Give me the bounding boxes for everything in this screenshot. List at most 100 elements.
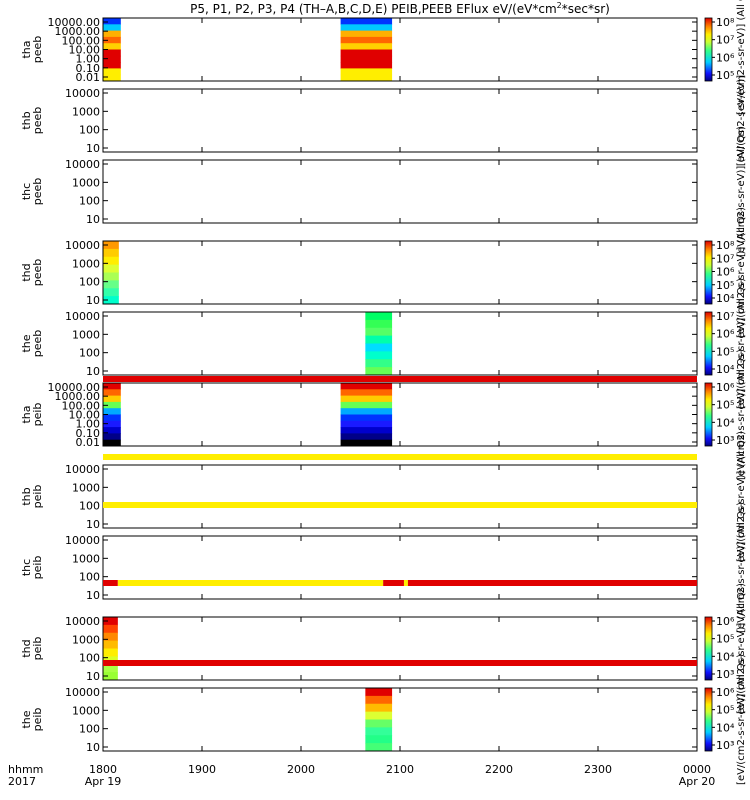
tha-peeb-ylabel-1: tha: [20, 40, 33, 58]
tha-peeb-cbtick-label-3: 10⁵: [716, 69, 734, 82]
thc-peib-frame: [102, 535, 698, 600]
thb-peib-ytick-label-2: 100: [79, 500, 100, 513]
chart-title: P5, P1, P2, P3, P4 (TH–A,B,C,D,E) PEIB,P…: [190, 1, 610, 16]
tha-peeb-cbar-label: [eV/(cm2-s-sr-eV)] (All Qs): [736, 0, 747, 115]
thd-peib-cell-0-7: [103, 672, 118, 681]
tha-peeb-ylabel-2: peeb: [31, 36, 44, 64]
tha-peeb-cell-0-3: [103, 36, 121, 44]
tha-peeb-cell-1-6: [340, 55, 393, 63]
tha-peib-ytick-label-6: 0.01: [76, 436, 101, 449]
time-tick-label-0: 1800: [89, 763, 117, 776]
tha-peib-cell-1-7: [340, 427, 393, 434]
thd-peeb-cell-0-1: [103, 248, 119, 258]
thb-peeb-ylabel-2: peeb: [31, 107, 44, 135]
the-peib-ytick-label-0: 10000: [65, 686, 100, 699]
time-tick-label-3: 2100: [386, 763, 414, 776]
thd-peib-ylabel-1: thd: [20, 639, 33, 657]
thb-peeb-frame: [102, 88, 698, 153]
year-label: 2017: [8, 775, 36, 788]
the-peib-ylabel-1: the: [20, 710, 33, 728]
time-tick-label-4: 2200: [485, 763, 513, 776]
thd-peib-cell-0-6: [103, 664, 118, 673]
tha-peib-cell-0-8: [103, 433, 121, 441]
tha-peib-block-1: [340, 383, 393, 447]
tha-peib-cell-0-3: [103, 401, 121, 409]
thd-peeb-cell-0-3: [103, 264, 119, 273]
tha-peib-cell-1-0: [340, 383, 393, 390]
the-peeb-cbar-label: [eV/(cm2-s-sr-eV)] (All Qs): [736, 278, 747, 409]
tha-peeb-cell-1-9: [340, 74, 393, 82]
thd-peeb-cbtick-label-2: 10⁶: [716, 266, 735, 279]
tha-peib-cbtick-label-1: 10⁵: [716, 399, 734, 412]
panels-group: 10000.001000.00100.0010.001.000.100.01th…: [20, 0, 747, 785]
thc-peib-ytick-label-2: 100: [79, 571, 100, 584]
the-peib-cbtick-label-2: 10⁴: [716, 721, 735, 734]
thd-peib-cbtick-label-0: 10⁶: [716, 615, 735, 628]
the-peib-block-0: [365, 688, 393, 752]
the-peib-ytick-label-2: 100: [79, 723, 100, 736]
the-peeb-block-0: [365, 312, 393, 376]
tha-peeb-cbtick-label-0: 10⁸: [716, 16, 735, 29]
tha-peeb-cell-0-0: [103, 18, 121, 25]
tha-peib-ytick-label-2: 100.00: [62, 399, 101, 412]
flag-bar-2-segment-0: [103, 454, 697, 460]
thc-peeb-ytick-label-1: 1000: [72, 176, 100, 189]
tha-peib-ytick-label-5: 0.10: [76, 427, 101, 440]
tha-peib-cell-0-9: [103, 439, 121, 447]
tha-peib-cell-1-2: [340, 395, 393, 403]
thd-peeb-cbtick-label-0: 10⁸: [716, 239, 735, 252]
the-peeb-ytick-label-0: 10000: [65, 310, 100, 323]
flag-bars-group: [103, 376, 697, 666]
tha-peeb-cell-0-4: [103, 43, 121, 50]
tha-peeb-cell-0-2: [103, 30, 121, 38]
tha-peib-ylabel-2: peib: [31, 403, 44, 427]
thc-peib-ylabel-1: thc: [20, 559, 33, 576]
thd-peeb-cbtick-label-3: 10⁵: [716, 279, 734, 292]
hhmm-label: hhmm: [8, 763, 43, 776]
tha-peib-ytick-label-0: 10000.00: [48, 381, 101, 394]
the-peib-cell-0-5: [365, 727, 393, 736]
tha-peib-cell-0-6: [103, 420, 121, 428]
thd-peib-cell-0-2: [103, 632, 118, 642]
thd-peeb-cell-0-6: [103, 288, 119, 297]
thd-peib-cell-0-3: [103, 640, 118, 649]
the-peeb-cbtick-label-0: 10⁷: [716, 310, 734, 323]
flag-bar-3-segment-0: [103, 502, 697, 508]
thd-peib-frame: [102, 616, 698, 681]
tha-peib-block-0: [103, 383, 121, 447]
thb-peib-ytick-label-3: 10: [86, 518, 100, 531]
thc-peeb-cbar-label: [eV/(cm2-s-sr-eV)] (All Qs): [736, 126, 747, 257]
thd-peeb-ylabel-1: thd: [20, 263, 33, 281]
the-peib-cell-0-4: [365, 719, 393, 728]
thb-peeb-ytick-label-1: 1000: [72, 105, 100, 118]
tha-peeb-cell-0-5: [103, 49, 121, 57]
tha-peib-cell-1-6: [340, 420, 393, 428]
thd-peib-block-0: [103, 617, 118, 681]
the-peeb-cell-0-2: [365, 327, 393, 337]
flag-bar-2: [103, 454, 697, 460]
thb-peeb-ytick-label-0: 10000: [65, 87, 100, 100]
tha-peib-cbtick-label-2: 10⁴: [716, 416, 735, 429]
thd-peib-cell-0-4: [103, 648, 118, 657]
thd-peeb-ylabel-2: peeb: [31, 259, 44, 287]
thb-peeb-cbar-label: [eV/(cm2-s-sr-eV)]: [736, 75, 747, 166]
tha-peeb-colorbar: [704, 17, 713, 82]
the-peib-cbtick-label-0: 10⁶: [716, 686, 735, 699]
tha-peeb-cell-0-9: [103, 74, 121, 82]
tha-peeb-block-1: [340, 18, 393, 82]
the-peeb-cbtick-label-3: 10⁴: [716, 363, 735, 376]
thb-peib-ytick-label-0: 10000: [65, 463, 100, 476]
thc-peib-ytick-label-1: 1000: [72, 552, 100, 565]
thd-peib-ytick-label-3: 10: [86, 670, 100, 683]
thb-peeb-ytick-label-3: 10: [86, 142, 100, 155]
thd-peeb-cell-0-7: [103, 296, 119, 305]
thd-peeb-cbar-label: [eV/(cm2-s-sr-eV)] (All Qs): [736, 207, 747, 338]
tha-peeb-cell-1-2: [340, 30, 393, 38]
thd-peib-ytick-label-1: 1000: [72, 633, 100, 646]
flag-bar-4: [103, 580, 697, 586]
